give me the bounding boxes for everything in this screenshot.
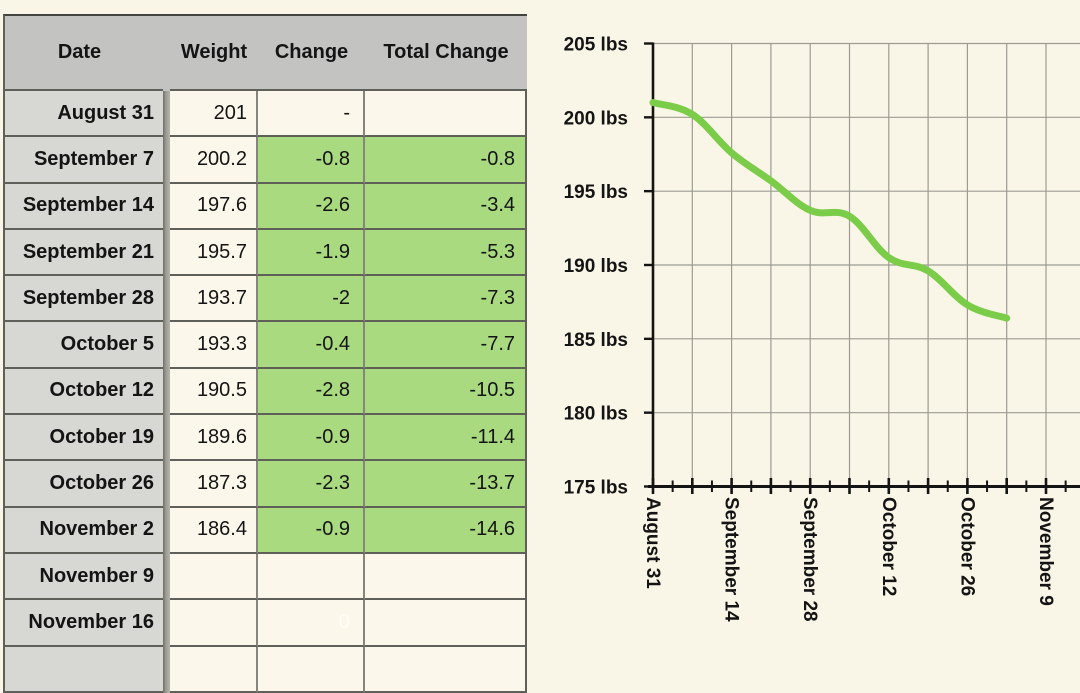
table-row: September 28 193.7 -2 -7.3	[3, 276, 527, 323]
change-cell[interactable]: -0.8	[258, 137, 365, 184]
date-cell[interactable]: October 5	[3, 322, 163, 369]
y-tick-label: 185 lbs	[564, 330, 628, 351]
total-change-cell[interactable]: -10.5	[365, 368, 527, 416]
x-tick-label: September 28	[799, 497, 820, 622]
date-cell[interactable]: September 28	[3, 276, 163, 323]
table-row: November 2 186.4 -0.9 -14.6	[3, 507, 527, 554]
table-row: September 21 195.7 -1.9 -5.3	[3, 229, 527, 277]
table-row: October 5 193.3 -0.4 -7.7	[3, 322, 527, 369]
total-change-cell[interactable]: -14.6	[365, 507, 527, 554]
table-row: October 19 189.6 -0.9 -11.4	[3, 415, 527, 462]
weight-line-series	[649, 99, 1011, 322]
x-tick-label: November 9	[1035, 497, 1056, 606]
weight-cell[interactable]: 195.7	[170, 229, 258, 277]
y-tick-label: 200 lbs	[564, 108, 628, 129]
weight-line-chart: 205 lbs 200 lbs 195 lbs 190 lbs 185 lbs 180 l…	[564, 35, 1080, 622]
date-cell[interactable]: October 12	[3, 368, 163, 416]
change-cell[interactable]: -2	[258, 276, 365, 323]
weight-cell[interactable]: 189.6	[170, 415, 258, 462]
header-change: Change	[258, 14, 365, 91]
y-tick-label: 175 lbs	[564, 478, 628, 499]
total-change-cell[interactable]: -7.7	[365, 322, 527, 369]
date-cell[interactable]: October 26	[3, 461, 163, 508]
header-total-change: Total Change	[365, 14, 527, 91]
weight-cell[interactable]: 193.3	[170, 322, 258, 369]
x-tick-label: August 31	[642, 497, 663, 589]
table-header-row: Date Weight Change Total Change	[3, 14, 527, 91]
change-cell[interactable]: -	[258, 91, 365, 138]
weight-cell[interactable]: 186.4	[170, 507, 258, 554]
date-cell[interactable]: August 31	[3, 91, 163, 138]
weight-cell[interactable]: 187.3	[170, 461, 258, 508]
change-cell[interactable]: -1.9	[258, 229, 365, 277]
total-change-cell[interactable]	[365, 553, 527, 601]
y-tick-label: 205 lbs	[564, 35, 628, 56]
y-tick-label: 180 lbs	[564, 404, 628, 425]
x-tick-label: September 14	[721, 497, 742, 622]
weight-cell[interactable]: 201	[170, 91, 258, 138]
change-cell[interactable]	[258, 553, 365, 601]
frozen-pane-divider	[163, 229, 170, 277]
frozen-pane-divider	[163, 322, 170, 369]
frozen-pane-divider	[163, 507, 170, 554]
date-cell[interactable]: November 9	[3, 553, 163, 601]
weight-cell[interactable]: 197.6	[170, 183, 258, 230]
frozen-pane-divider	[163, 183, 170, 230]
table-row: November 9	[3, 553, 527, 601]
date-cell[interactable]: October 19	[3, 415, 163, 462]
frozen-pane-divider	[163, 600, 170, 647]
frozen-pane-divider	[163, 461, 170, 508]
weight-cell[interactable]: 200.2	[170, 137, 258, 184]
change-cell[interactable]: -2.3	[258, 461, 365, 508]
change-cell[interactable]: -2.6	[258, 183, 365, 230]
weight-cell[interactable]	[170, 553, 258, 601]
frozen-pane-divider	[163, 415, 170, 462]
y-tick-label: 195 lbs	[564, 182, 628, 203]
change-cell[interactable]: 0	[258, 600, 365, 647]
total-change-cell[interactable]: -11.4	[365, 415, 527, 462]
weight-cell[interactable]: 190.5	[170, 368, 258, 416]
date-cell[interactable]: November 16	[3, 600, 163, 647]
x-tick-label: October 26	[956, 497, 977, 596]
date-cell[interactable]: September 21	[3, 229, 163, 277]
weight-cell[interactable]	[170, 600, 258, 647]
y-tick-label: 190 lbs	[564, 256, 628, 277]
total-change-cell[interactable]: -7.3	[365, 276, 527, 323]
frozen-pane-divider	[163, 368, 170, 416]
total-change-cell[interactable]: -5.3	[365, 229, 527, 277]
table-row: October 12 190.5 -2.8 -10.5	[3, 368, 527, 416]
frozen-pane-divider	[163, 276, 170, 323]
total-change-cell[interactable]: -13.7	[365, 461, 527, 508]
header-date: Date	[3, 14, 163, 91]
change-cell[interactable]: -0.9	[258, 415, 365, 462]
date-cell[interactable]: September 14	[3, 183, 163, 230]
total-change-cell[interactable]: -0.8	[365, 137, 527, 184]
change-cell[interactable]: -0.4	[258, 322, 365, 369]
table-row: October 26 187.3 -2.3 -13.7	[3, 461, 527, 508]
change-cell[interactable]: -0.9	[258, 507, 365, 554]
frozen-pane-divider	[163, 553, 170, 601]
frozen-pane-divider	[163, 137, 170, 184]
total-change-cell[interactable]	[365, 600, 527, 647]
frozen-pane-divider	[163, 14, 170, 91]
table-row: September 7 200.2 -0.8 -0.8	[3, 137, 527, 184]
weight-cell[interactable]: 193.7	[170, 276, 258, 323]
header-weight: Weight	[170, 14, 258, 91]
x-tick-label: October 12	[878, 497, 899, 596]
table-row: August 31 201 -	[3, 91, 527, 138]
frozen-pane-divider	[163, 91, 170, 138]
date-cell[interactable]: November 2	[3, 507, 163, 554]
table-row: November 16 0	[3, 600, 527, 647]
date-cell[interactable]: September 7	[3, 137, 163, 184]
change-cell[interactable]: -2.8	[258, 368, 365, 416]
table-row: September 14 197.6 -2.6 -3.4	[3, 183, 527, 230]
total-change-cell[interactable]	[365, 91, 527, 138]
total-change-cell[interactable]: -3.4	[365, 183, 527, 230]
